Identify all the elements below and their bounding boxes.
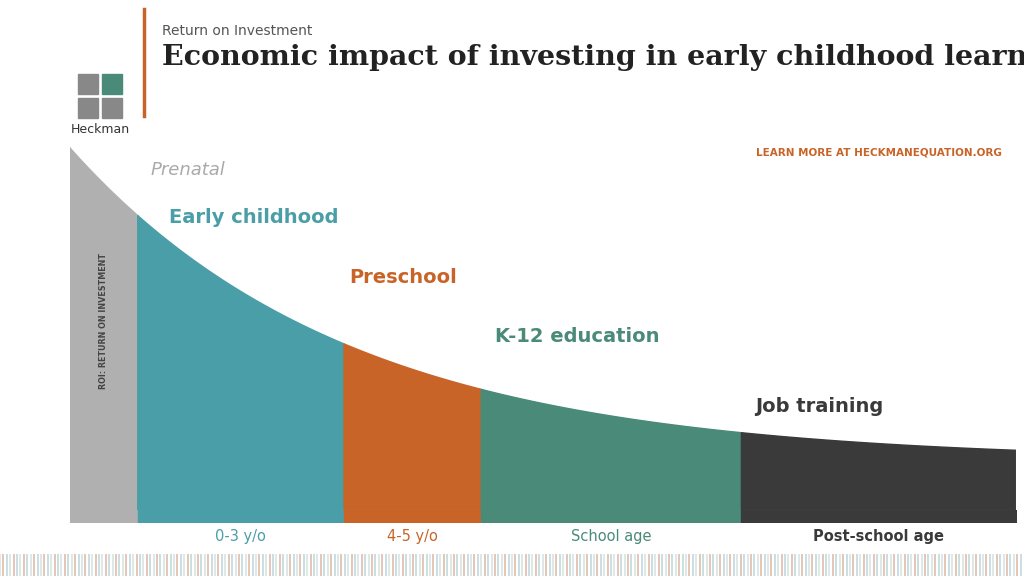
Bar [102,74,122,94]
Polygon shape [741,433,1016,510]
Text: Job training: Job training [756,396,884,415]
Text: Heckman: Heckman [71,123,130,136]
Text: ROI: RETURN ON INVESTMENT: ROI: RETURN ON INVESTMENT [99,253,109,389]
Text: Prenatal: Prenatal [151,161,225,179]
Polygon shape [138,215,344,510]
Polygon shape [481,389,741,510]
Text: K-12 education: K-12 education [496,327,659,346]
Text: Early childhood: Early childhood [169,208,339,227]
Bar [78,74,98,94]
Bar [102,98,122,118]
Text: LEARN MORE AT HECKMANEQUATION.ORG: LEARN MORE AT HECKMANEQUATION.ORG [756,147,1001,158]
Text: 0-3 y/o: 0-3 y/o [215,529,266,544]
Text: School age: School age [571,529,651,544]
Text: Return on Investment: Return on Investment [162,24,312,38]
Polygon shape [70,147,138,510]
Text: 4-5 y/o: 4-5 y/o [387,529,438,544]
Text: Post-school age: Post-school age [813,529,944,544]
Text: Economic impact of investing in early childhood learning.: Economic impact of investing in early ch… [162,44,1024,71]
Polygon shape [344,344,481,510]
Bar [78,98,98,118]
Text: Preschool: Preschool [349,268,457,287]
